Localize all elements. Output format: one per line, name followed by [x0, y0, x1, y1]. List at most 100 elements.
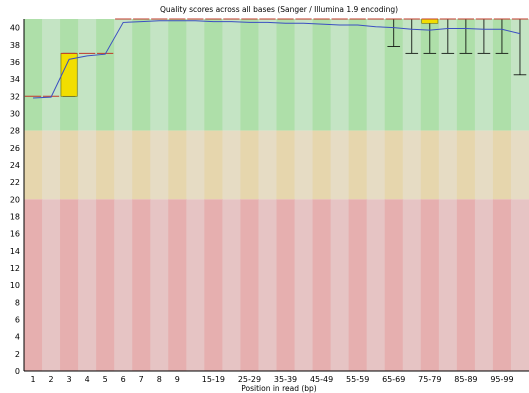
y-tick-label-10: 10	[10, 281, 20, 290]
zone-1-stripe-22	[420, 130, 440, 200]
x-tick-labels: 1 2 3 4 5 6 7 8 9 15-19 25-29 35-39 45-49 55-59 65-69 7…	[30, 375, 513, 384]
x-tick-label-24: 85-89	[454, 375, 477, 384]
x-tick-label-8: 9	[175, 375, 180, 384]
zone-1-stripe-7	[150, 130, 169, 200]
zone-2-stripe-15	[294, 199, 314, 371]
zone-1-stripe-5	[114, 130, 133, 200]
zone-0-stripe-8	[168, 19, 187, 131]
y-tick-label-20: 20	[10, 195, 20, 204]
y-tick-label-40: 40	[10, 24, 20, 33]
x-tick-label-26: 95-99	[490, 375, 513, 384]
y-tick-label-6: 6	[15, 315, 20, 324]
zone-1-stripe-8	[168, 130, 187, 200]
zone-1-stripe-26	[492, 130, 512, 200]
zone-1-stripe-14	[276, 130, 296, 200]
zone-2-stripe-10	[204, 199, 223, 371]
zone-0-stripe-20	[384, 19, 404, 131]
zone-2-stripe-3	[78, 199, 97, 371]
y-tick-label-36: 36	[10, 58, 20, 67]
y-tick-label-34: 34	[10, 75, 20, 84]
y-tick-label-18: 18	[10, 212, 20, 221]
zone-2-stripe-17	[330, 199, 350, 371]
x-tick-label-20: 65-69	[382, 375, 405, 384]
y-tick-label-14: 14	[10, 247, 20, 256]
axes-group	[23, 19, 529, 372]
zone-1-stripe-1	[42, 130, 61, 200]
zone-0-stripe-23	[438, 19, 458, 131]
zone-2-stripe-26	[492, 199, 512, 371]
y-tick-label-2: 2	[15, 350, 20, 359]
zone-1-stripe-0	[24, 130, 43, 200]
mean-line	[32, 20, 521, 99]
zone-0-stripe-13	[258, 19, 277, 131]
zone-2-stripe-8	[168, 199, 187, 371]
zone-1-stripe-19	[366, 130, 386, 200]
zone-1-stripe-4	[96, 130, 115, 200]
zone-0-stripe-16	[312, 19, 332, 131]
zone-1-stripe-25	[474, 130, 494, 200]
zone-2-stripe-1	[42, 199, 61, 371]
zone-1-stripe-6	[132, 130, 151, 200]
zone-1-stripe-24	[456, 130, 476, 200]
zone-1-stripe-13	[258, 130, 277, 200]
zone-0-stripe-17	[330, 19, 350, 131]
chart-title: Quality scores across all bases (Sanger …	[160, 5, 398, 14]
y-tick-label-12: 12	[10, 264, 20, 273]
zone-2-stripe-12	[240, 199, 259, 371]
y-tick-label-0: 0	[15, 367, 20, 376]
zone-1-stripe-20	[384, 130, 404, 200]
zone-0-stripe-1	[42, 19, 61, 131]
x-tick-label-2: 3	[67, 375, 72, 384]
zone-1-stripe-3	[78, 130, 97, 200]
zone-0-stripe-15	[294, 19, 314, 131]
x-tick-label-6: 7	[139, 375, 144, 384]
x-tick-label-1: 2	[49, 375, 54, 384]
zone-2-stripe-0	[24, 199, 43, 371]
x-tick-label-7: 8	[157, 375, 162, 384]
zone-1-stripe-23	[438, 130, 458, 200]
zone-0-stripe-3	[78, 19, 97, 131]
zone-2-stripe-4	[96, 199, 115, 371]
zone-0-stripe-26	[492, 19, 512, 131]
zone-0-stripe-19	[366, 19, 386, 131]
zone-0-stripe-18	[348, 19, 368, 131]
y-tick-label-4: 4	[15, 333, 20, 342]
y-tick-label-22: 22	[10, 178, 20, 187]
zone-1-stripe-17	[330, 130, 350, 200]
zone-1-stripe-2	[60, 130, 79, 200]
zone-2-stripe-21	[402, 199, 422, 371]
y-tick-label-32: 32	[10, 92, 20, 101]
zone-2-stripe-11	[222, 199, 241, 371]
y-tick-label-30: 30	[10, 109, 20, 118]
zone-0-stripe-12	[240, 19, 259, 131]
x-axis-label: Position in read (bp)	[241, 384, 317, 393]
zone-0-stripe-5	[114, 19, 133, 131]
x-tick-label-10: 15-19	[202, 375, 225, 384]
zone-2-stripe-18	[348, 199, 368, 371]
y-tick-label-38: 38	[10, 41, 20, 50]
zone-1-stripe-12	[240, 130, 259, 200]
zone-2-stripe-23	[438, 199, 458, 371]
zone-1-stripe-11	[222, 130, 241, 200]
zone-0-stripe-4	[96, 19, 115, 131]
zone-1-stripe-9	[186, 130, 205, 200]
zone-2-stripe-9	[186, 199, 205, 371]
zone-1-stripe-16	[312, 130, 332, 200]
x-tick-label-5: 6	[121, 375, 126, 384]
column-stripes	[24, 19, 529, 371]
x-tick-label-14: 35-39	[274, 375, 297, 384]
x-tick-label-18: 55-59	[346, 375, 369, 384]
y-tick-label-24: 24	[10, 161, 20, 170]
y-tick-label-8: 8	[15, 298, 20, 307]
zone-1-stripe-10	[204, 130, 223, 200]
zone-2-stripe-25	[474, 199, 494, 371]
y-tick-label-28: 28	[10, 127, 20, 136]
zone-1-stripe-21	[402, 130, 422, 200]
box-plot-marks	[24, 18, 529, 97]
x-tick-label-16: 45-49	[310, 375, 333, 384]
zone-1-stripe-18	[348, 130, 368, 200]
zone-0-stripe-7	[150, 19, 169, 131]
zone-0-stripe-22	[420, 19, 440, 131]
